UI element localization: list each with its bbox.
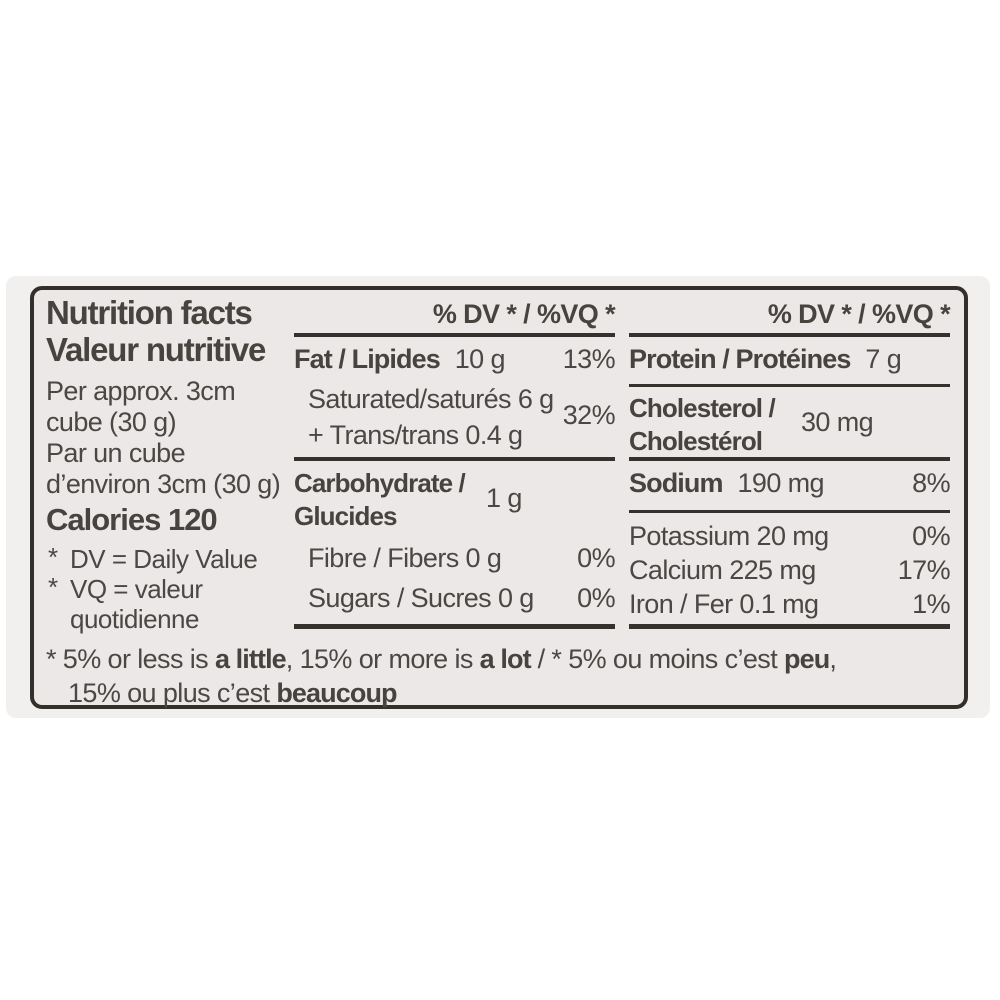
saturated-row: Saturated/saturés 6 g	[294, 383, 615, 415]
sugars-text: Sugars / Sucres 0 g	[308, 583, 534, 613]
legend-text-bold: beaucoup	[276, 678, 397, 708]
legend-text-bold: a lot	[479, 644, 532, 674]
footnote-vq: * VQ = valeur quotidienne	[46, 572, 280, 634]
title-fr: Valeur nutritive	[46, 331, 266, 368]
legend-text: ,	[829, 644, 837, 674]
cholesterol-name: Cholesterol / Cholestérol	[629, 392, 776, 458]
serving-line: cube (30 g)	[46, 407, 177, 437]
protein-name: Protein / Protéines	[629, 344, 851, 374]
carbohydrate-name: Carbohydrate / Glucides	[294, 467, 466, 533]
divider	[629, 333, 950, 337]
sodium-percent: 8%	[912, 468, 950, 498]
right-column: % DV * / %VQ * Protein / Protéines 7 g C…	[629, 299, 951, 634]
trans-text: + Trans/trans 0.4 g	[308, 420, 523, 450]
footnote-dv: * DV = Daily Value	[46, 542, 280, 574]
legend-text: / * 5% ou moins c’est	[530, 644, 785, 674]
sodium-name: Sodium	[629, 468, 724, 498]
legend-text: 15% ou plus c’est	[68, 678, 277, 708]
sodium-amount: 190 mg	[737, 468, 825, 498]
fibre-text: Fibre / Fibers 0 g	[308, 543, 502, 573]
legend-text-bold: peu	[784, 644, 830, 674]
potassium-text: Potassium 20 mg	[629, 521, 829, 551]
fibre-percent: 0%	[577, 543, 615, 573]
calcium-percent: 17%	[897, 555, 951, 585]
fat-row: Fat / Lipides 10 g 13%	[294, 343, 616, 375]
saturated-text: Saturated/saturés 6 g	[308, 384, 554, 414]
protein-row: Protein / Protéines 7 g	[629, 343, 950, 375]
fat-percent: 13%	[562, 344, 616, 374]
nutrition-label: Nutrition facts Valeur nutritive Per app…	[30, 286, 968, 709]
iron-percent: 1%	[912, 589, 950, 619]
serving-line: Per approx. 3cm	[46, 376, 236, 406]
asterisk: *	[48, 572, 58, 602]
serving-line: Par un cube	[46, 438, 186, 468]
serving-line: d’environ 3cm (30 g)	[46, 469, 281, 499]
divider	[629, 384, 950, 387]
potassium-row: Potassium 20 mg 0%	[629, 520, 951, 552]
fat-amount: 10 g	[454, 344, 506, 374]
divider	[629, 624, 950, 629]
dv-footnotes: * DV = Daily Value * VQ = valeur quotidi…	[46, 542, 280, 634]
left-column: Nutrition facts Valeur nutritive Per app…	[46, 294, 304, 634]
legend-text: , 15% or more is	[285, 644, 480, 674]
carbohydrate-amount: 1 g	[486, 483, 522, 513]
sodium-row: Sodium 190 mg 8%	[629, 467, 951, 499]
serving-info: Per approx. 3cm cube (30 g) Par un cube …	[46, 376, 281, 500]
asterisk: *	[48, 542, 58, 572]
divider	[294, 624, 615, 629]
divider	[294, 333, 615, 337]
cholesterol-name-en: Cholesterol /	[629, 393, 776, 423]
trans-row: + Trans/trans 0.4 g	[294, 419, 615, 451]
saturated-trans-percent: 32%	[562, 400, 616, 430]
sugars-row: Sugars / Sucres 0 g 0%	[294, 582, 616, 614]
legend-text: * 5% or less is	[46, 644, 215, 674]
iron-row: Iron / Fer 0.1 mg 1%	[629, 588, 951, 620]
protein-amount: 7 g	[865, 344, 902, 374]
cholesterol-name-fr: Cholestérol	[629, 426, 763, 456]
percent-legend: * 5% or less is a little, 15% or more is…	[46, 642, 958, 710]
footnote-vq-text: VQ = valeur quotidienne	[70, 574, 203, 634]
cholesterol-amount: 30 mg	[801, 407, 874, 437]
iron-text: Iron / Fer 0.1 mg	[629, 589, 819, 619]
potassium-percent: 0%	[912, 521, 950, 551]
divider	[294, 457, 615, 461]
footnote-dv-text: DV = Daily Value	[70, 544, 258, 574]
carbohydrate-name-en: Carbohydrate /	[294, 468, 466, 498]
fibre-row: Fibre / Fibers 0 g 0%	[294, 542, 616, 574]
title-en: Nutrition facts	[46, 294, 253, 331]
divider	[629, 457, 950, 461]
legend-text-bold: a little	[214, 644, 287, 674]
legend-line-2: 15% ou plus c’est beaucoup	[46, 676, 958, 710]
dv-header-right: % DV * / %VQ *	[767, 299, 951, 329]
dv-header-mid: % DV * / %VQ *	[432, 299, 616, 329]
calcium-row: Calcium 225 mg 17%	[629, 554, 951, 586]
fat-name: Fat / Lipides	[294, 344, 441, 374]
middle-column: % DV * / %VQ * Fat / Lipides 10 g 13% Sa…	[294, 299, 616, 634]
calories-line: Calories 120	[46, 502, 218, 537]
divider	[629, 510, 950, 513]
calcium-text: Calcium 225 mg	[629, 555, 816, 585]
carbohydrate-name-fr: Glucides	[294, 501, 398, 531]
sugars-percent: 0%	[577, 583, 615, 613]
legend-line-1: * 5% or less is a little, 15% or more is…	[46, 642, 958, 676]
